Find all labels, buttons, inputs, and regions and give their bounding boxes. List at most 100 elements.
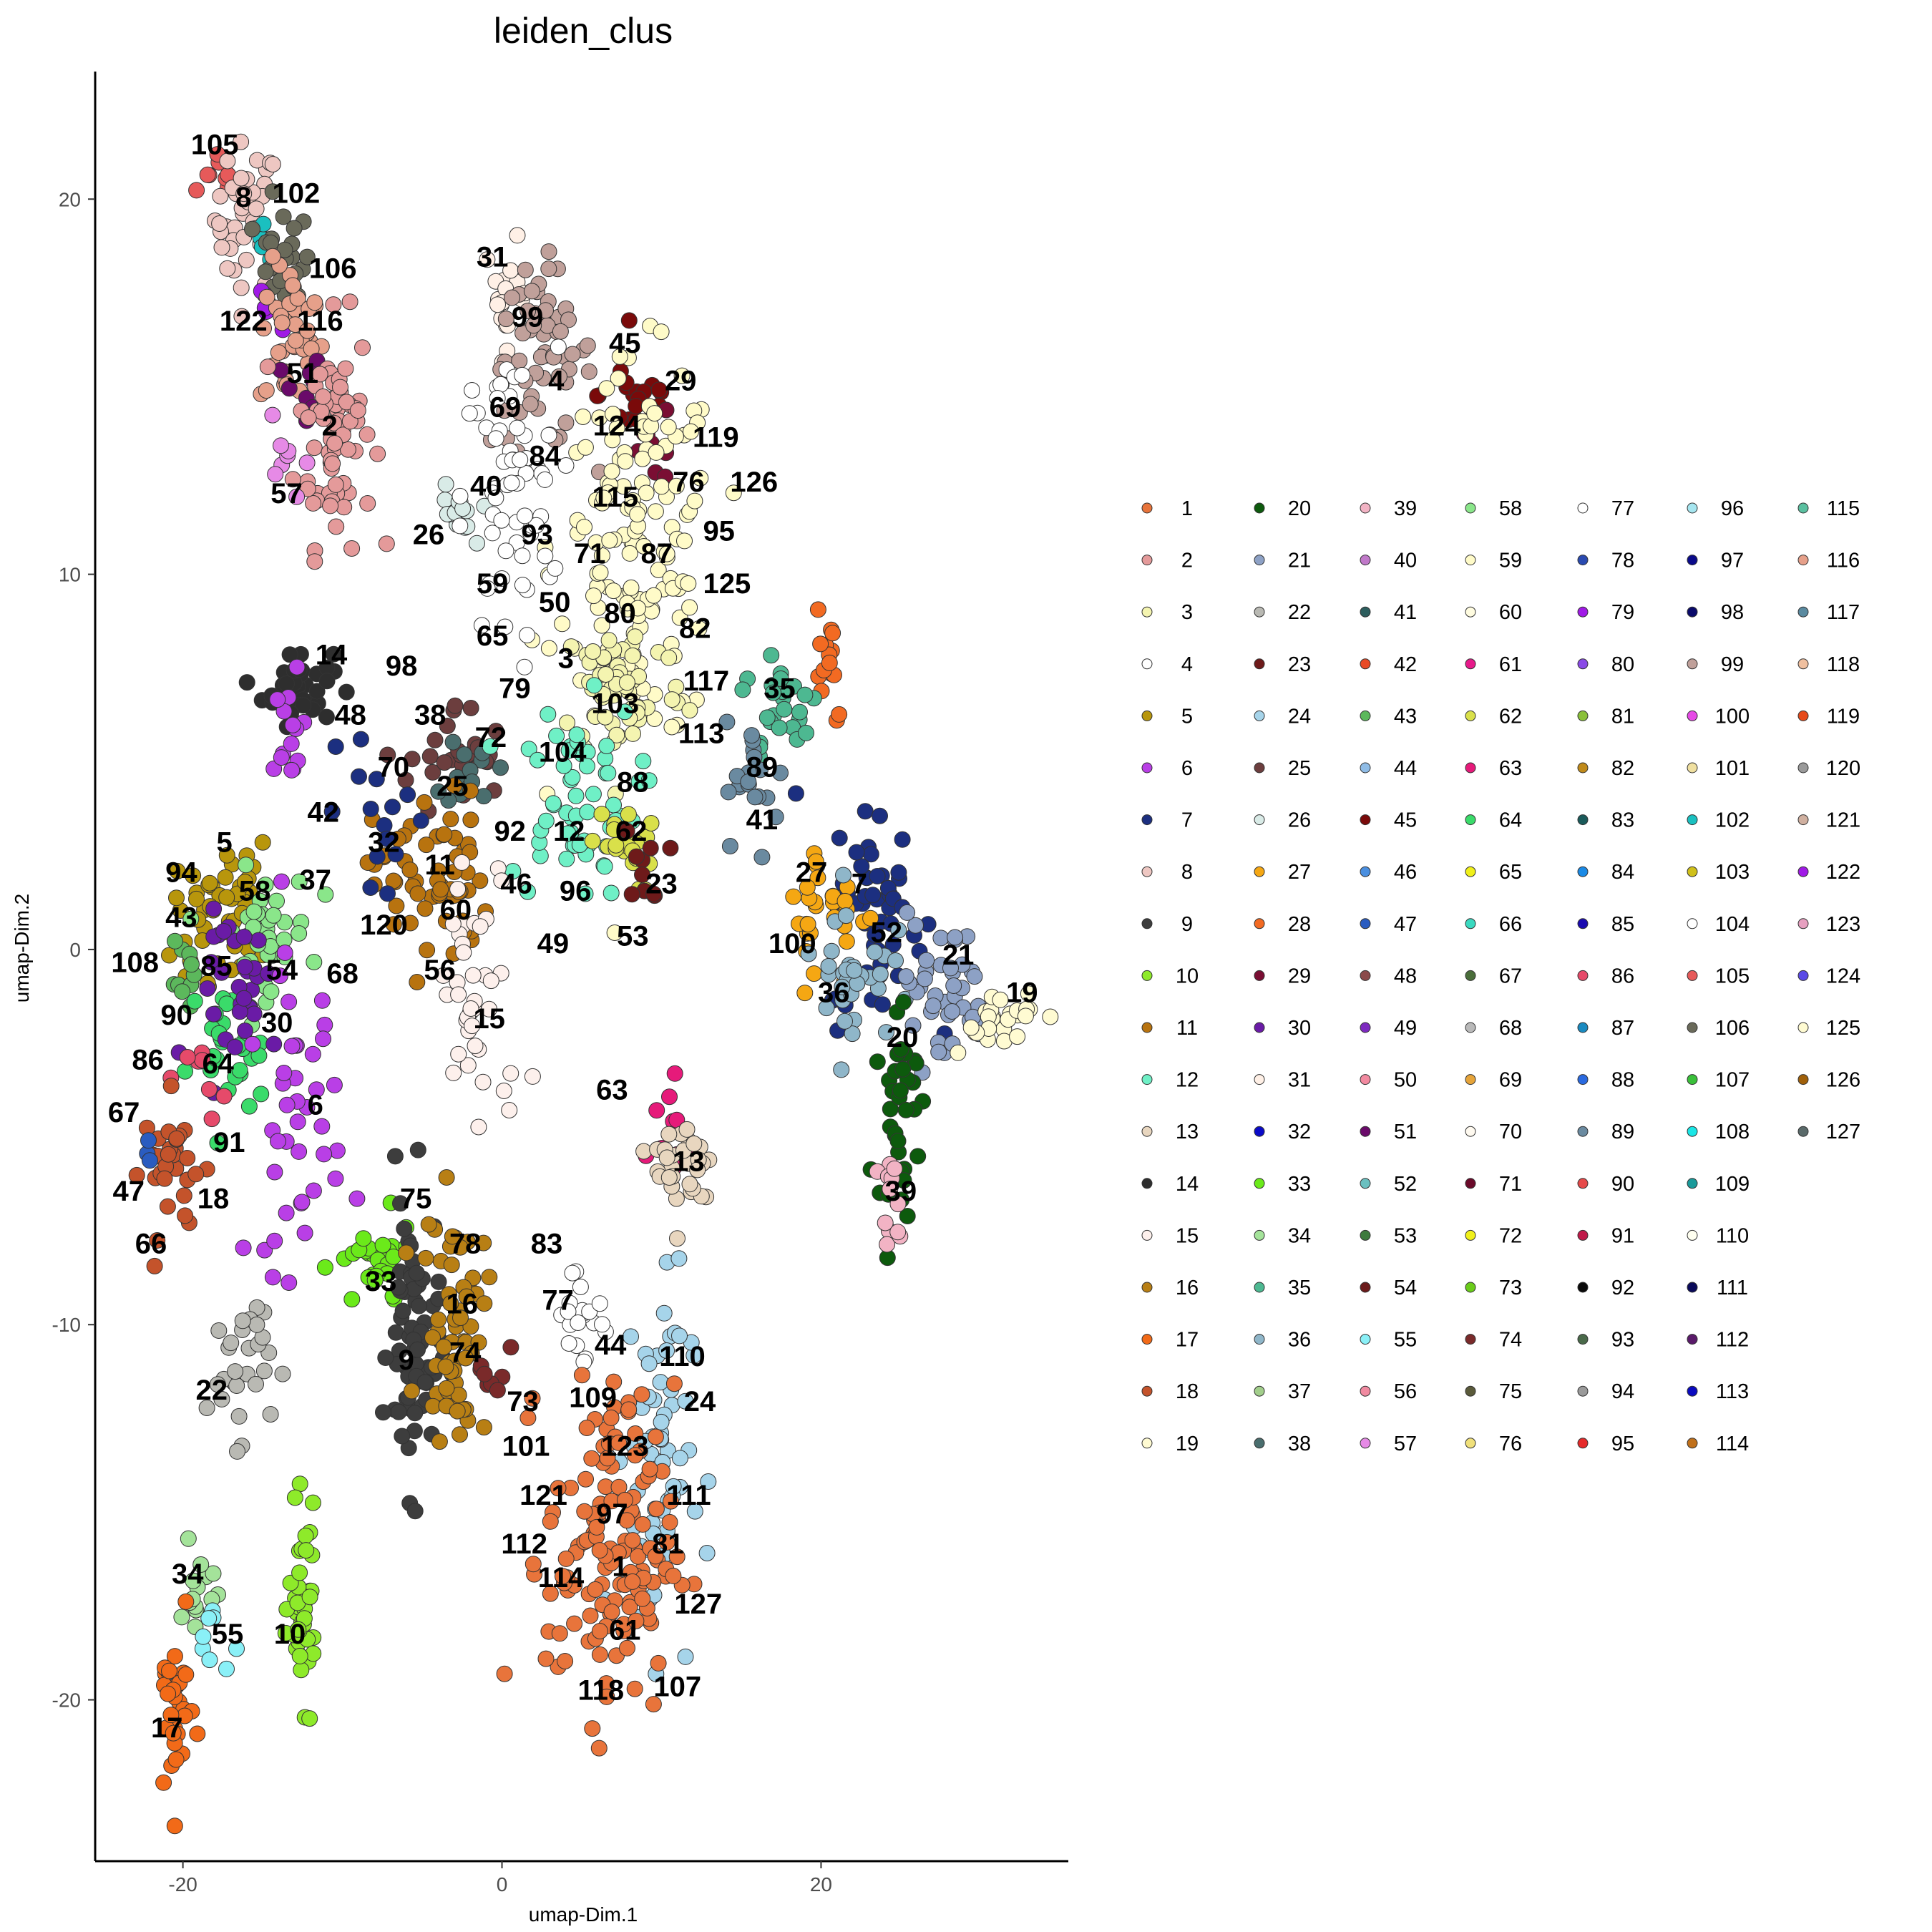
point-cluster-1 (624, 1532, 641, 1549)
point-cluster-21 (930, 1043, 947, 1060)
legend-label-83: 83 (1611, 809, 1634, 832)
point-cluster-12 (640, 772, 658, 789)
legend-label-53: 53 (1394, 1224, 1417, 1247)
point-cluster-4 (512, 452, 529, 468)
point-cluster-4 (492, 376, 509, 393)
cluster-label-9: 9 (399, 1345, 414, 1376)
legend-label-64: 64 (1499, 809, 1522, 832)
point-cluster-7 (874, 996, 891, 1013)
point-cluster-21 (924, 997, 942, 1015)
point-cluster-3 (608, 726, 625, 743)
point-cluster-6 (280, 1274, 298, 1291)
legend-key-68 (1465, 1022, 1476, 1033)
legend-key-77 (1577, 502, 1589, 514)
legend-label-74: 74 (1499, 1329, 1522, 1352)
point-cluster-13 (669, 1230, 686, 1247)
point-cluster-1 (621, 1599, 638, 1616)
point-cluster-8 (233, 170, 250, 187)
point-cluster-12 (585, 677, 602, 694)
cluster-label-91: 91 (213, 1127, 245, 1158)
legend-label-72: 72 (1499, 1224, 1522, 1247)
cluster-label-106: 106 (309, 253, 357, 284)
point-cluster-24 (698, 1545, 716, 1561)
point-cluster-7 (884, 936, 902, 953)
point-cluster-30 (205, 900, 223, 917)
legend-label-48: 48 (1394, 965, 1417, 987)
point-cluster-17 (166, 1648, 183, 1665)
point-cluster-4 (497, 618, 514, 635)
point-cluster-9 (392, 1195, 409, 1212)
point-cluster-5 (169, 862, 186, 879)
legend-key-105 (1687, 970, 1698, 981)
point-cluster-59 (676, 532, 693, 550)
point-cluster-99 (523, 283, 540, 300)
point-cluster-23 (634, 866, 650, 883)
cluster-label-3: 3 (558, 643, 574, 675)
legend-label-61: 61 (1499, 653, 1522, 676)
point-cluster-36 (820, 957, 837, 975)
point-cluster-9 (409, 1141, 426, 1158)
legend-key-17 (1141, 1334, 1153, 1345)
point-cluster-36 (890, 922, 907, 939)
cluster-label-121: 121 (519, 1480, 567, 1511)
point-cluster-18 (146, 1257, 163, 1274)
point-cluster-36 (836, 1013, 853, 1030)
point-cluster-13 (678, 1121, 696, 1138)
point-cluster-21 (947, 929, 964, 946)
legend-key-67 (1465, 970, 1476, 981)
legend-key-29 (1254, 970, 1265, 981)
point-cluster-3 (660, 649, 678, 666)
point-cluster-22 (274, 1365, 291, 1382)
point-cluster-34 (180, 1530, 197, 1547)
legend-key-117 (1797, 606, 1809, 618)
point-cluster-39 (877, 1214, 894, 1231)
cluster-label-39: 39 (885, 1176, 917, 1207)
legend-key-41 (1360, 606, 1371, 618)
legend-key-3 (1141, 606, 1153, 618)
cluster-label-58: 58 (239, 876, 271, 907)
point-cluster-30 (236, 958, 253, 975)
legend-label-28: 28 (1288, 913, 1311, 936)
cluster-label-50: 50 (539, 587, 571, 618)
point-cluster-18 (149, 1232, 166, 1249)
point-cluster-1 (627, 1425, 644, 1442)
point-cluster-57 (264, 406, 281, 424)
point-cluster-1 (648, 1501, 665, 1518)
legend-key-101 (1687, 762, 1698, 774)
legend-key-35 (1254, 1282, 1265, 1293)
point-cluster-45 (620, 312, 638, 329)
point-cluster-4 (540, 426, 557, 444)
point-cluster-59 (585, 587, 602, 605)
point-cluster-18 (160, 1146, 177, 1163)
point-cluster-1 (628, 1612, 645, 1629)
point-cluster-27 (785, 888, 802, 905)
point-cluster-59 (623, 579, 640, 596)
point-cluster-77 (591, 1295, 608, 1312)
legend-label-110: 110 (1716, 1224, 1749, 1247)
legend-key-38 (1254, 1438, 1265, 1449)
point-cluster-35 (791, 703, 808, 721)
legend-key-54 (1360, 1282, 1371, 1293)
point-cluster-6 (315, 1030, 331, 1048)
point-cluster-15 (453, 854, 470, 871)
point-cluster-24 (671, 1450, 688, 1467)
legend-label-116: 116 (1827, 550, 1860, 572)
point-cluster-22 (230, 1407, 248, 1425)
legend-label-114: 114 (1716, 1433, 1749, 1455)
legend-key-102 (1687, 814, 1698, 826)
point-cluster-1 (616, 1491, 633, 1508)
point-cluster-3 (627, 628, 643, 645)
point-cluster-4 (452, 517, 469, 535)
point-cluster-64 (177, 1063, 193, 1080)
point-cluster-64 (253, 1085, 270, 1103)
point-cluster-11 (419, 942, 436, 959)
cluster-label-44: 44 (595, 1330, 627, 1361)
point-cluster-77 (564, 1264, 581, 1282)
point-cluster-30 (226, 1038, 243, 1055)
cluster-label-82: 82 (679, 613, 711, 645)
legend-label-69: 69 (1499, 1069, 1522, 1092)
point-cluster-30 (199, 980, 216, 997)
cluster-label-48: 48 (334, 699, 366, 731)
legend-key-73 (1465, 1282, 1476, 1293)
point-cluster-34 (205, 1565, 222, 1582)
